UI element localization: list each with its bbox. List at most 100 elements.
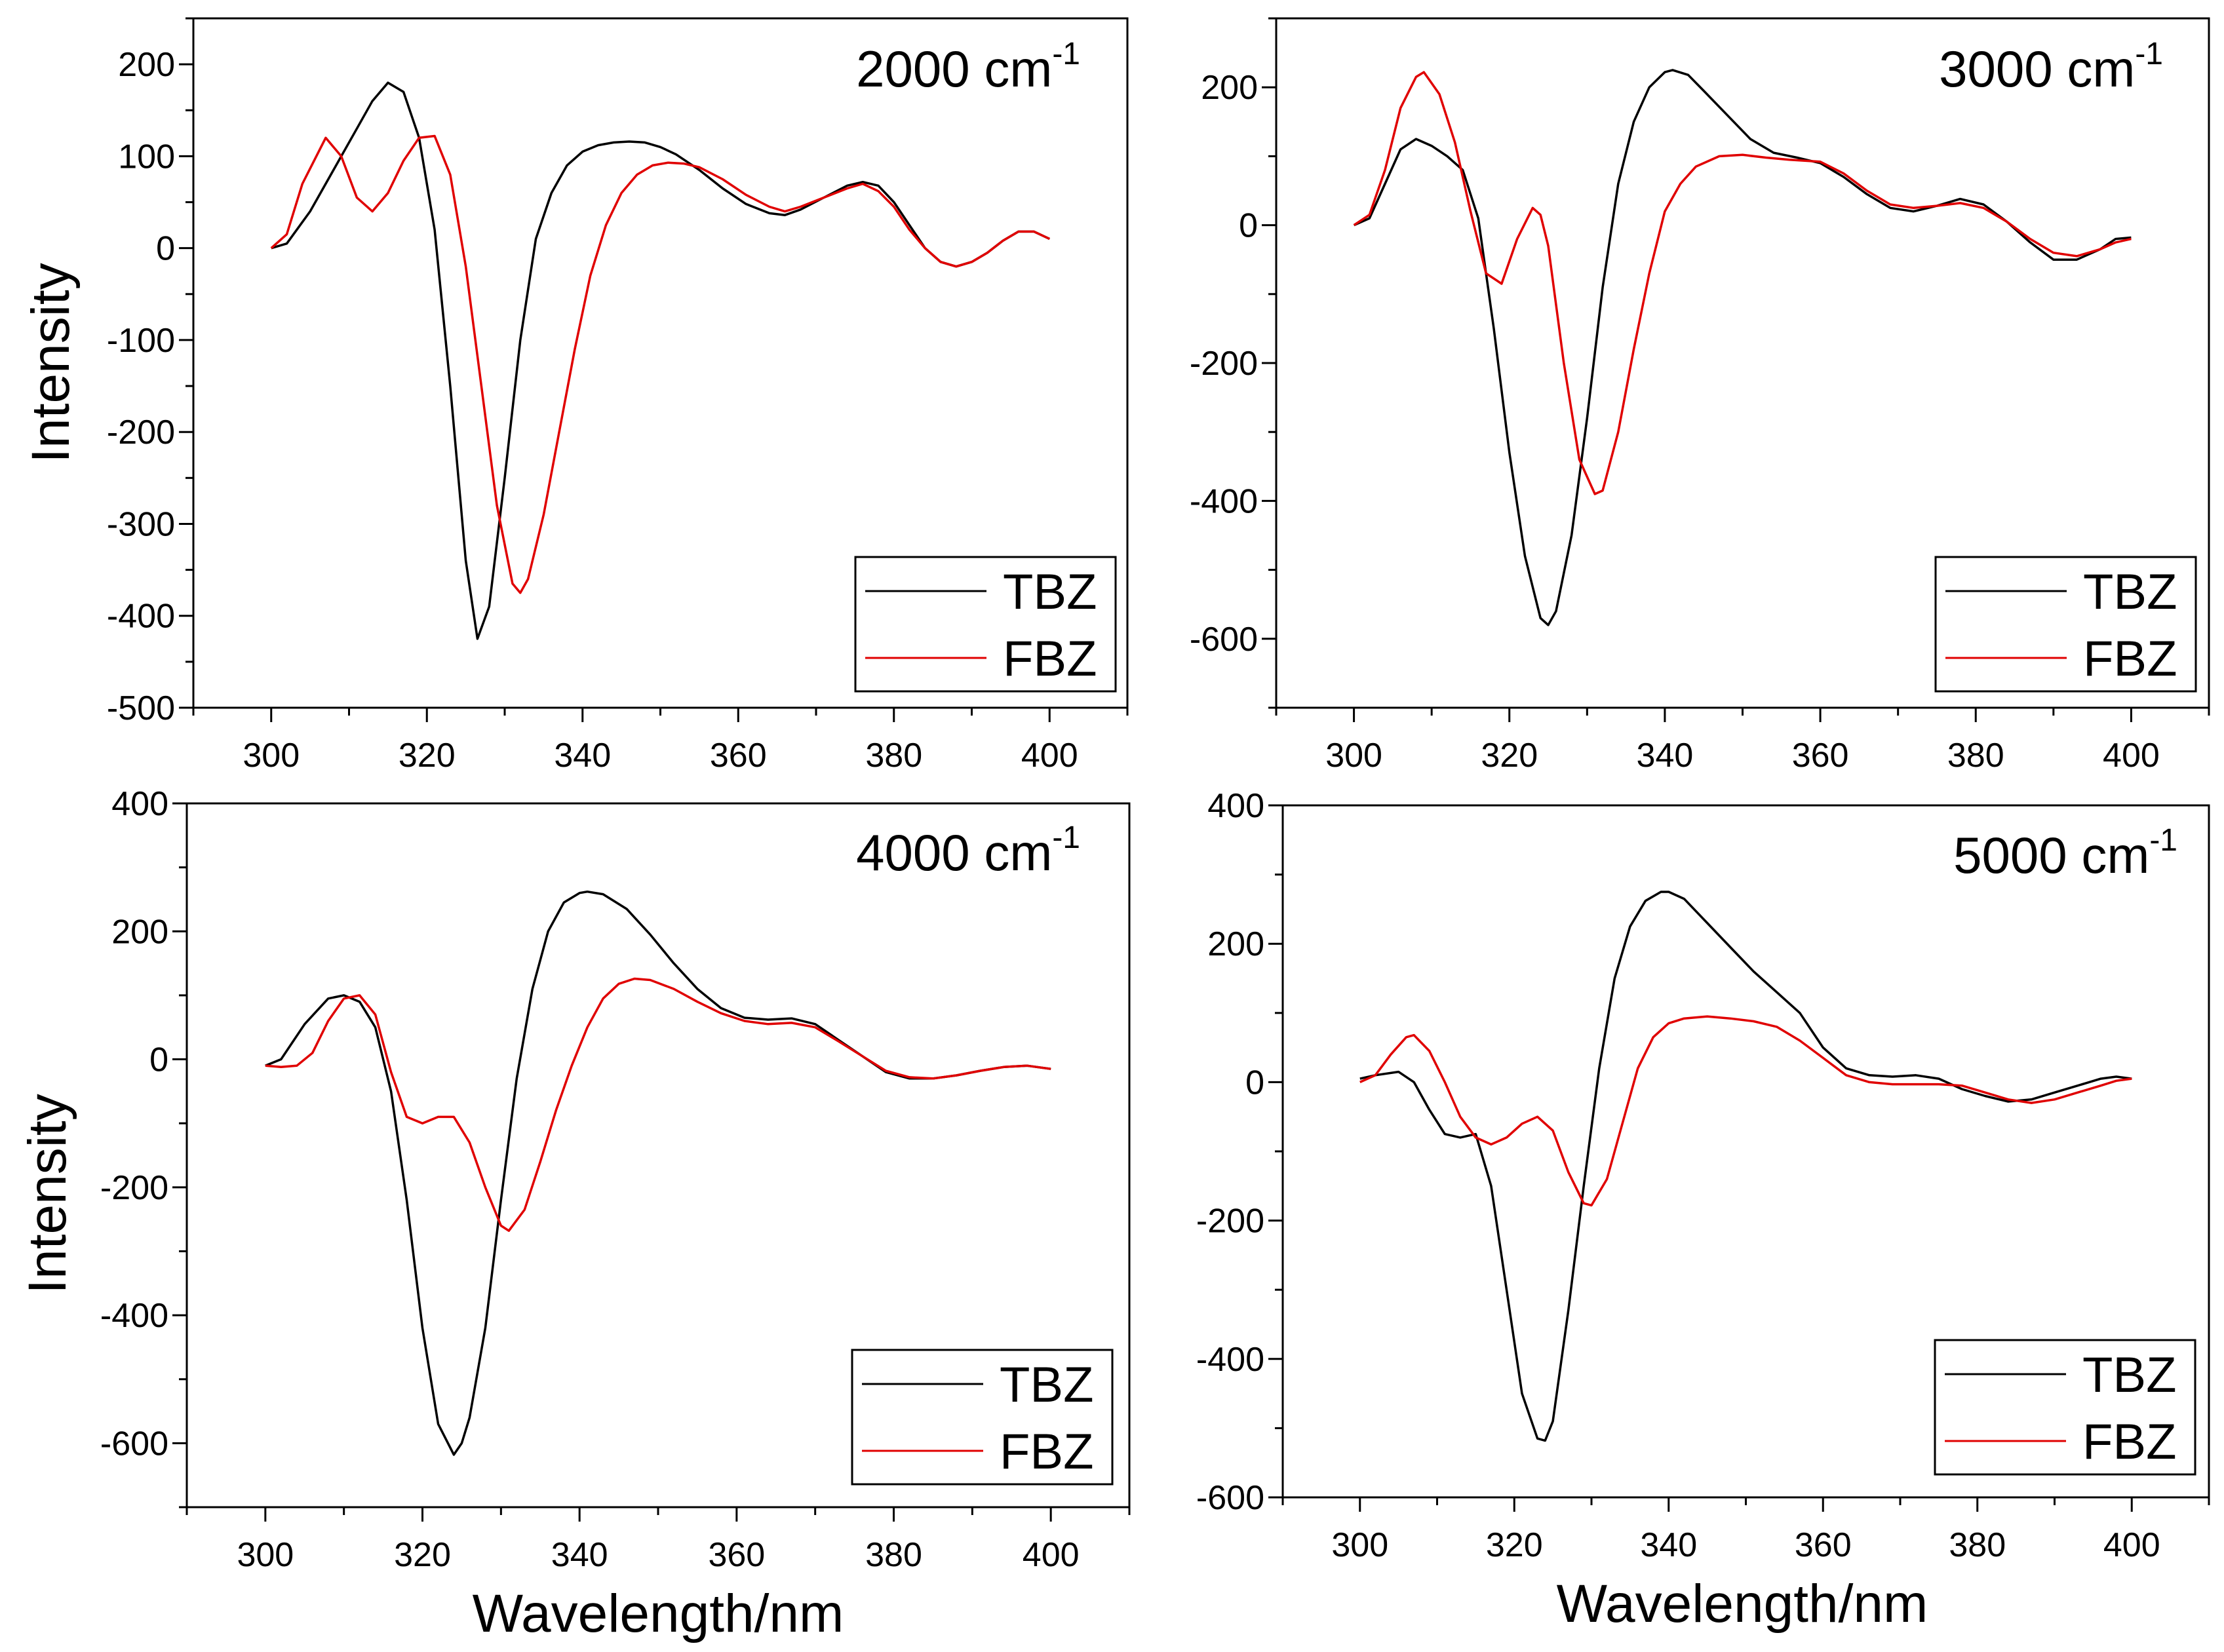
x-tick-label: 400 [2103,737,2160,775]
x-axis-label-left: Wavelength/nm [473,1584,844,1643]
title-superscript: -1 [2149,823,2177,858]
x-tick-label: 300 [237,1536,294,1574]
legend: TBZ FBZ [1934,1339,2196,1476]
series-line-fbz [1359,1015,2132,1207]
y-tick-label: 0 [1239,207,1258,245]
y-tick-label: -600 [1190,621,1258,659]
y-tick-label: 200 [1201,69,1258,107]
legend-label-tbz: TBZ [2083,564,2177,620]
y-axis-label: Intensity [18,1094,77,1294]
legend-box [1934,556,2197,693]
x-axis-label-right: Wavelength/nm [1557,1574,1928,1634]
title-superscript: -1 [1052,37,1080,71]
y-ticks: 200 0 -200 -400 -600 [1190,17,1276,709]
x-tick-label: 300 [1331,1526,1388,1564]
x-tick-label: 400 [2103,1526,2160,1564]
series-group [1359,891,2132,1442]
y-tick-label: 100 [118,138,175,176]
x-tick-label: 400 [1023,1536,1080,1574]
y-tick-label: 400 [111,785,168,823]
panel-5000: 300 320 340 360 380 400 400 200 0 -200 -400 -600 5… [1196,787,2210,1564]
x-ticks: 300 320 340 360 380 400 [192,708,1129,775]
y-tick-label: -100 [107,322,175,360]
panel-title: 5000 cm-1 [1953,823,2177,884]
x-tick-label: 360 [708,1536,765,1574]
y-tick-label: -400 [107,598,175,636]
y-tick-label: -400 [1196,1341,1264,1379]
y-tick-label: 200 [111,913,168,951]
y-tick-label: 200 [118,46,175,84]
panel-title: 4000 cm-1 [856,820,1080,881]
y-tick-label: -400 [1190,482,1258,520]
series-line-fbz [265,977,1051,1232]
x-tick-label: 360 [710,737,767,775]
series-line-tbz [1359,891,2132,1442]
y-tick-label: -200 [100,1169,168,1207]
legend-label-tbz: TBZ [1000,1357,1094,1413]
x-tick-label: 360 [1792,737,1849,775]
legend-box [1934,1339,2196,1476]
y-axis-label: Intensity [21,263,81,463]
x-tick-label: 400 [1021,737,1078,775]
series-group [270,81,1051,640]
title-text: 4000 cm [856,824,1052,881]
legend-label-fbz: FBZ [1000,1424,1094,1480]
x-tick-label: 340 [551,1536,608,1574]
x-tick-label: 340 [554,737,611,775]
x-tick-label: 320 [1481,737,1538,775]
panel-title: 2000 cm-1 [856,37,1080,98]
title-superscript: -1 [2135,37,2163,71]
y-tick-label: 0 [1245,1064,1264,1102]
y-tick-label: 400 [1207,787,1264,825]
panel-4000: 300 320 340 360 380 400 400 200 0 -200 -400 -600 4… [18,785,1131,1574]
y-tick-label: -600 [1196,1479,1264,1517]
title-text: 3000 cm [1939,40,2135,98]
x-tick-label: 380 [865,1536,922,1574]
y-tick-label: 0 [156,230,175,268]
x-tick-label: 340 [1637,737,1694,775]
legend: TBZ FBZ [851,1349,1114,1486]
y-ticks: 400 200 0 -200 -400 -600 [100,785,187,1508]
x-tick-label: 360 [1795,1526,1852,1564]
series-line-fbz [1353,71,2132,495]
x-tick-label: 320 [399,737,456,775]
x-ticks: 300 320 340 360 380 400 [185,1507,1131,1574]
y-tick-label: 0 [149,1041,168,1079]
legend-label-fbz: FBZ [1003,631,1097,687]
x-tick-label: 320 [394,1536,451,1574]
legend: TBZ FBZ [854,556,1117,693]
legend-label-tbz: TBZ [1003,564,1097,620]
series-group [265,890,1051,1456]
x-tick-label: 380 [1949,1526,2006,1564]
y-tick-label: -600 [100,1425,168,1463]
legend-label-fbz: FBZ [2082,1414,2177,1470]
x-tick-label: 320 [1486,1526,1543,1564]
panel-2000: 300 320 340 360 380 400 200 100 0 -100 -200 -300 -4… [21,17,1129,775]
y-tick-label: -500 [107,689,175,727]
x-tick-label: 300 [1325,737,1382,775]
panel-title: 3000 cm-1 [1939,37,2163,98]
series-line-tbz [1353,69,2132,626]
x-ticks: 300 320 340 360 380 400 [1275,708,2210,775]
x-tick-label: 380 [865,737,922,775]
title-superscript: -1 [1052,820,1080,855]
y-tick-label: -300 [107,505,175,543]
y-tick-label: -200 [1190,345,1258,383]
legend-box [854,556,1117,693]
y-tick-label: -200 [107,413,175,451]
panel-3000: 300 320 340 360 380 400 200 0 -200 -400 -600 3000… [1190,17,2210,775]
y-tick-label: -400 [100,1297,168,1335]
x-ticks: 300 320 340 360 380 400 [1281,1497,2210,1564]
x-tick-label: 380 [1947,737,2004,775]
y-ticks: 400 200 0 -200 -400 -600 [1196,787,1283,1517]
x-tick-label: 300 [243,737,300,775]
series-group [1353,69,2132,626]
series-line-fbz [270,134,1051,594]
y-ticks: 200 100 0 -100 -200 -300 -400 -500 [107,17,193,727]
y-tick-label: -200 [1196,1202,1264,1240]
x-tick-label: 340 [1640,1526,1697,1564]
title-text: 5000 cm [1953,826,2149,884]
series-line-tbz [265,890,1051,1456]
title-text: 2000 cm [856,40,1052,98]
